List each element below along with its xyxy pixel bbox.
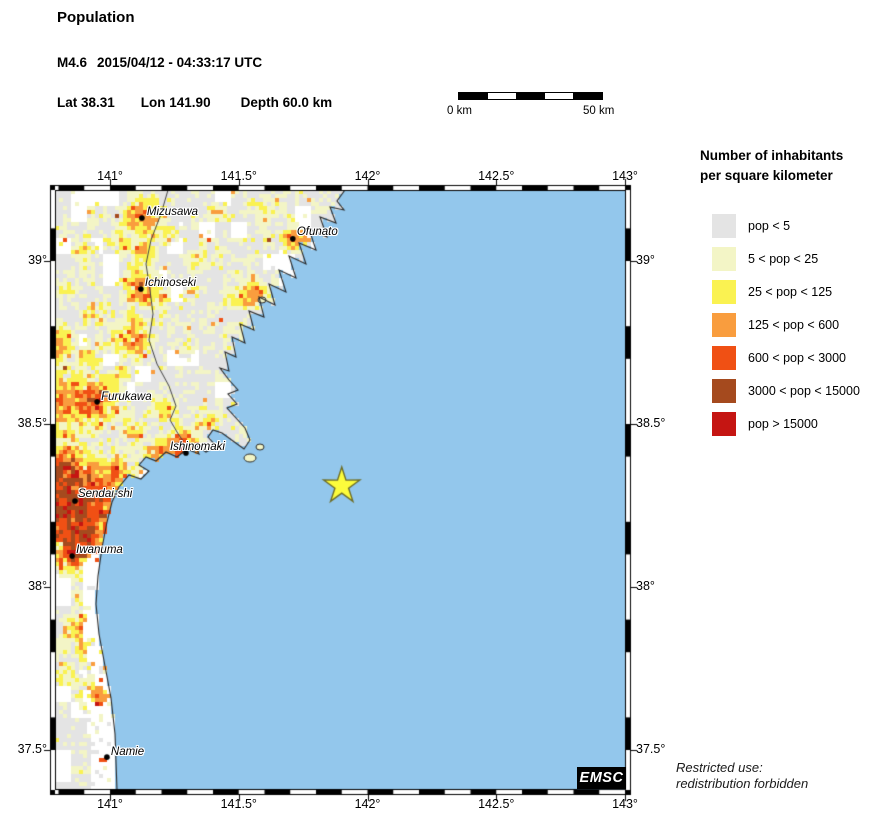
restricted-use-note: Restricted use: redistribution forbidden (676, 760, 808, 792)
restricted-use-line2: redistribution forbidden (676, 776, 809, 791)
restricted-use-line1: Restricted use: (676, 760, 763, 775)
